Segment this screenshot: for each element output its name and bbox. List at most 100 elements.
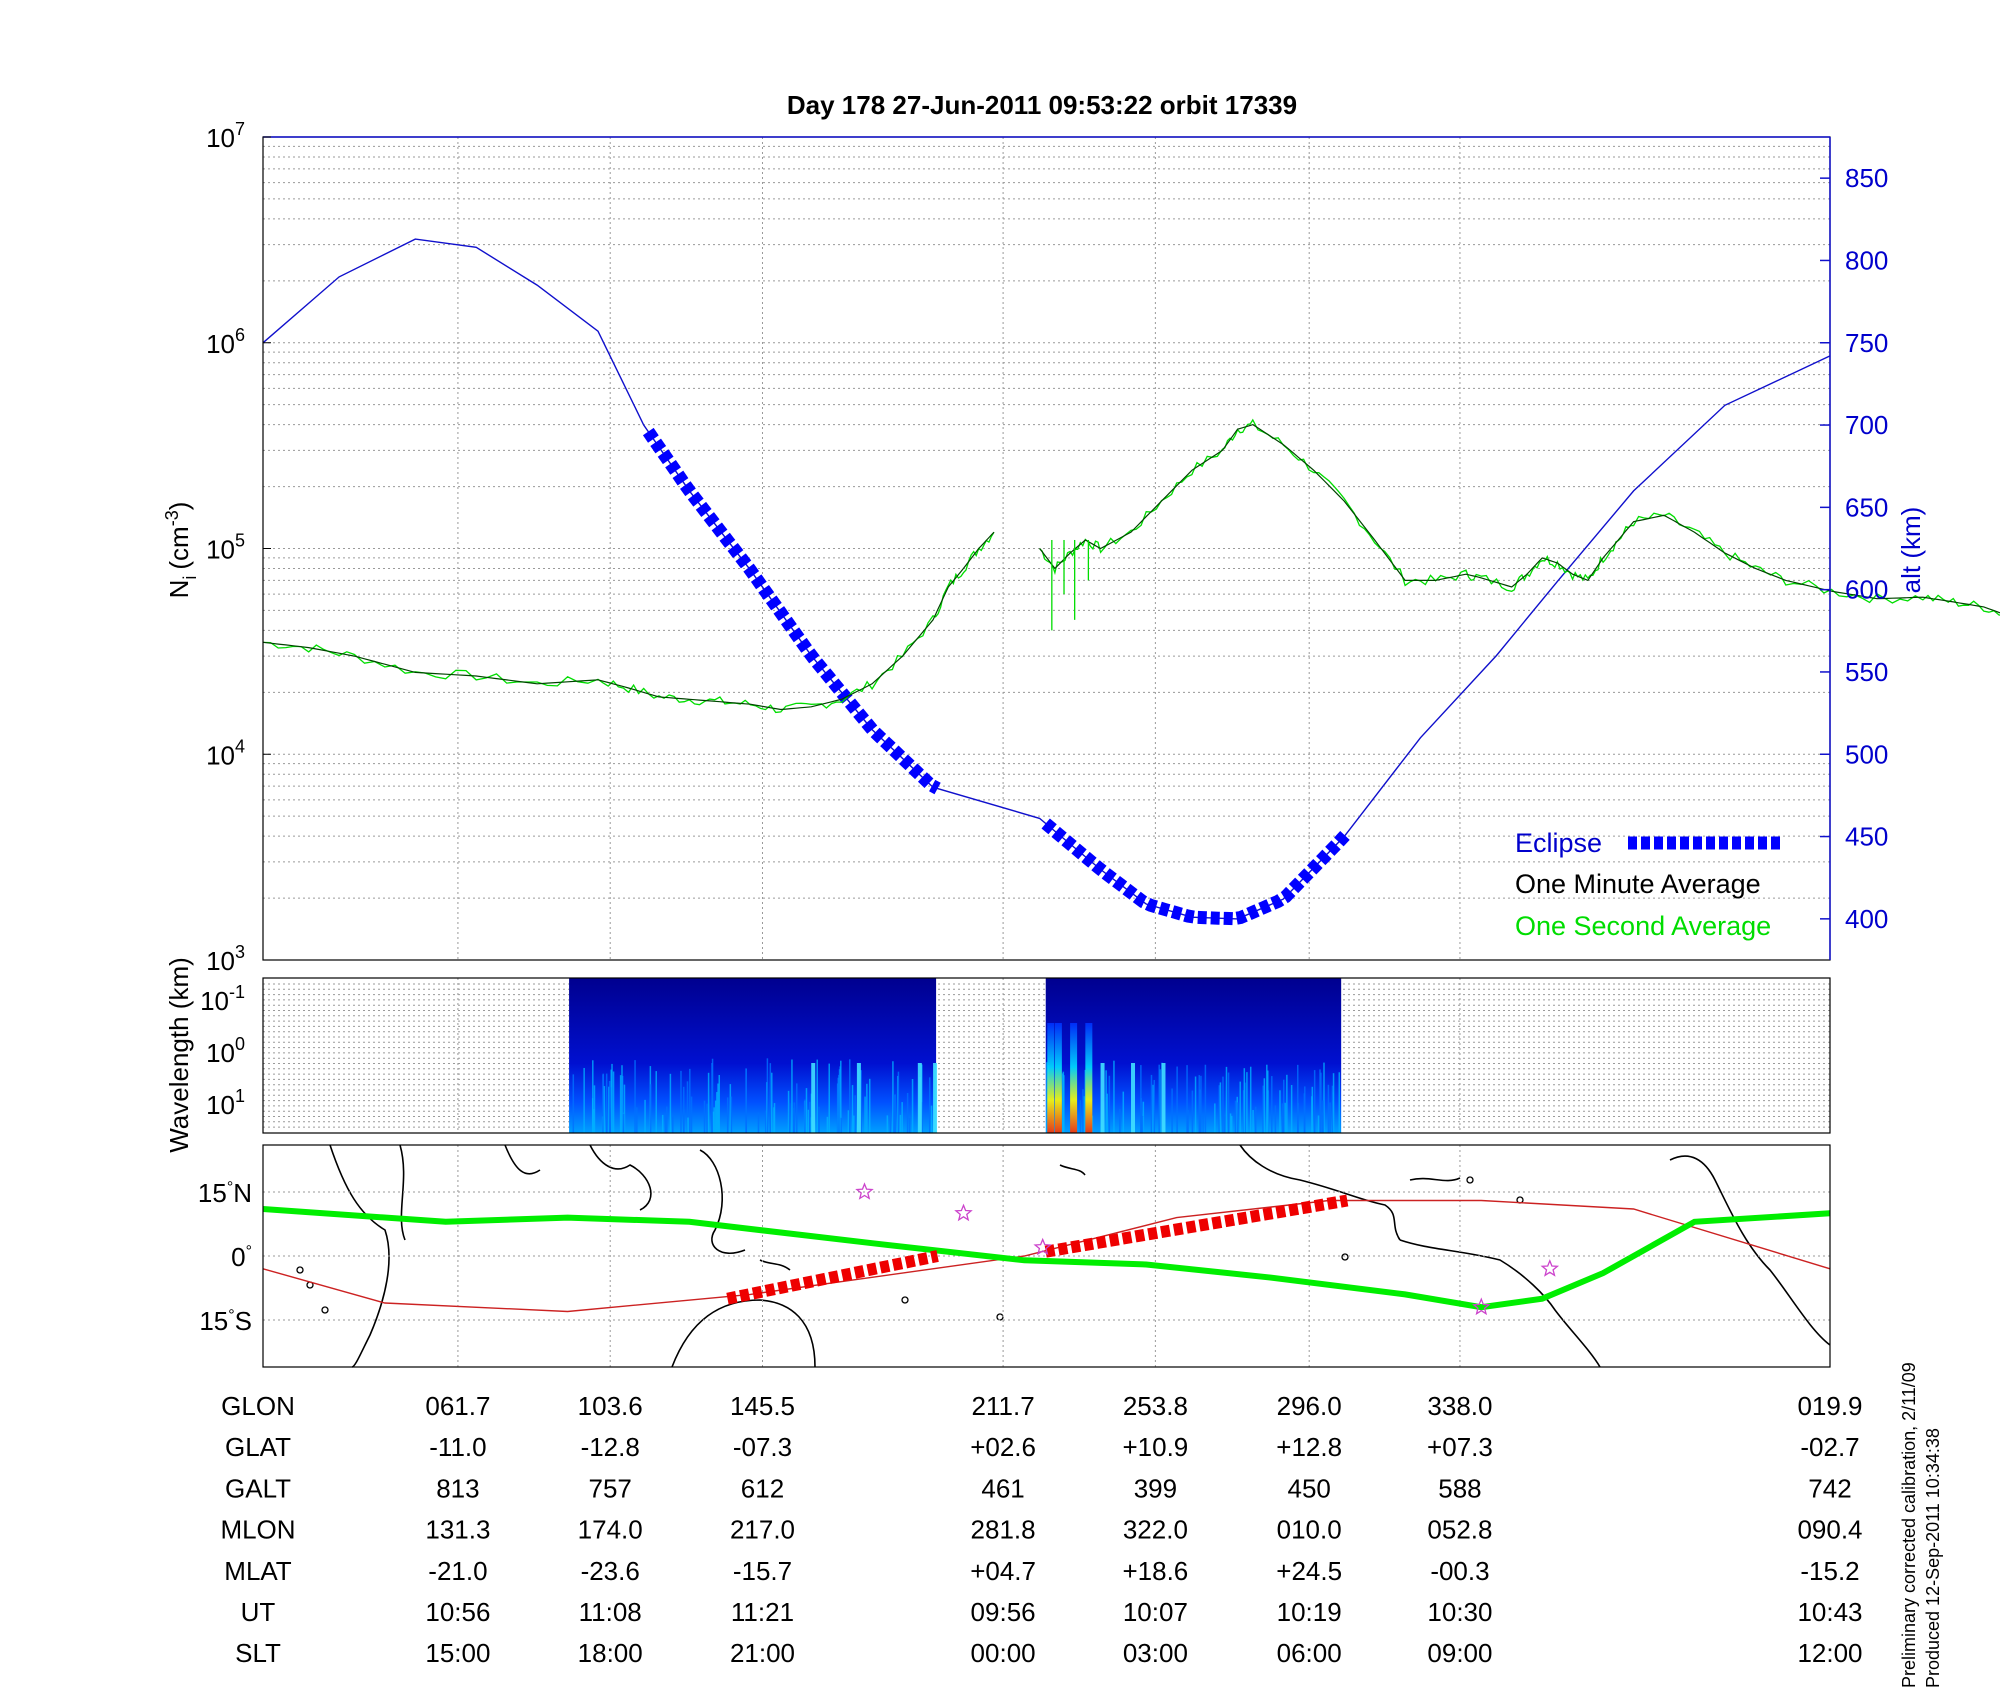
spectrogram-streak bbox=[730, 1096, 733, 1133]
spectrogram-streak bbox=[1091, 1115, 1094, 1133]
spectrogram-streak bbox=[889, 1115, 892, 1133]
spectrogram-streak bbox=[1122, 1091, 1125, 1133]
spectrogram-block bbox=[569, 978, 937, 1133]
spectrogram-streak bbox=[690, 1096, 693, 1133]
spectrogram-streak bbox=[713, 1107, 715, 1133]
spectrogram-streak bbox=[1271, 1076, 1273, 1133]
table-cell: 11:08 bbox=[579, 1597, 642, 1627]
spectrogram-streak bbox=[866, 1083, 868, 1133]
table-cell: 10:07 bbox=[1123, 1597, 1188, 1627]
table-cell: -23.6 bbox=[581, 1556, 640, 1586]
spectrogram-streak bbox=[718, 1074, 721, 1133]
spectrogram-streak bbox=[894, 1094, 897, 1133]
table-cell: 090.4 bbox=[1797, 1515, 1862, 1545]
spectrogram-streak bbox=[1224, 1116, 1226, 1133]
spectrogram-streak bbox=[1222, 1076, 1224, 1133]
spectrogram-streak bbox=[854, 1095, 856, 1133]
wavelength-panel: 10-1 100 101 Wavelength (km) bbox=[164, 957, 1831, 1153]
spectrogram-streak bbox=[592, 1060, 594, 1133]
spectrogram-streak bbox=[838, 1074, 840, 1133]
spectrogram-streak bbox=[771, 1072, 773, 1133]
map-tracks bbox=[262, 1182, 1831, 1316]
altitude-line bbox=[262, 238, 1831, 920]
spectrogram-streak bbox=[717, 1083, 719, 1133]
table-cell: 338.0 bbox=[1427, 1391, 1492, 1421]
spectrogram-streak bbox=[655, 1071, 657, 1133]
spectrogram-streak bbox=[930, 1105, 933, 1133]
spectrogram-streak bbox=[1234, 1100, 1237, 1133]
altitude-tick-label: 750 bbox=[1845, 328, 1888, 358]
latitude-tick-label: 15°N bbox=[198, 1178, 252, 1208]
spectrogram-streak bbox=[683, 1109, 685, 1133]
spectrogram-streak bbox=[623, 1084, 626, 1133]
density-yaxis-label: Ni(cm-3) bbox=[162, 502, 200, 599]
table-cell: +10.9 bbox=[1122, 1432, 1188, 1462]
altitude-tick-label: 800 bbox=[1845, 245, 1888, 275]
star-marker bbox=[855, 1182, 874, 1200]
spectrogram-streak bbox=[1105, 1070, 1107, 1133]
spectrogram-streak bbox=[687, 1117, 689, 1133]
spectrogram-streak bbox=[847, 1110, 850, 1133]
spectrogram-streak bbox=[1244, 1082, 1246, 1133]
spectrogram-streak bbox=[851, 1085, 854, 1133]
table-cell: 253.8 bbox=[1123, 1391, 1188, 1421]
spectrogram-streak bbox=[1187, 1109, 1189, 1133]
spectrogram-streak bbox=[804, 1099, 806, 1133]
altitude-yaxis-label: alt (km) bbox=[1896, 507, 1926, 594]
table-cell: 11:21 bbox=[731, 1597, 794, 1627]
coastline bbox=[1399, 1239, 1601, 1368]
spectrogram-streak bbox=[864, 1096, 866, 1133]
spectrogram-streak bbox=[791, 1059, 793, 1133]
spectrogram-streak bbox=[1266, 1064, 1268, 1133]
table-cell: 019.9 bbox=[1797, 1391, 1862, 1421]
table-cell: 174.0 bbox=[578, 1515, 643, 1545]
table-cell: 10:56 bbox=[425, 1597, 490, 1627]
spectrogram-band bbox=[1047, 1023, 1055, 1133]
table-cell: -21.0 bbox=[428, 1556, 487, 1586]
spectrogram-streak bbox=[828, 1063, 830, 1133]
spectrogram-streak bbox=[796, 1083, 798, 1133]
spectrogram-streak bbox=[897, 1071, 900, 1133]
table-cell: +04.7 bbox=[970, 1556, 1036, 1586]
spectrogram-streak bbox=[1274, 1105, 1277, 1133]
eclipse-track-segment bbox=[1044, 1194, 1349, 1258]
spectrogram-streak bbox=[1202, 1115, 1204, 1133]
spectrogram-streak bbox=[1313, 1070, 1316, 1133]
spectrogram-streak bbox=[793, 1102, 796, 1133]
table-row-label: GALT bbox=[225, 1473, 291, 1503]
spectrogram-streak bbox=[1319, 1069, 1321, 1133]
spectrogram-streak bbox=[792, 1108, 795, 1133]
spectrogram-streak bbox=[773, 1103, 776, 1133]
spectrogram-streak bbox=[849, 1059, 851, 1133]
one-minute-average-line bbox=[1039, 423, 2000, 614]
spectrogram-streak bbox=[1246, 1072, 1248, 1133]
star-marker bbox=[1472, 1297, 1491, 1316]
table-cell: -15.2 bbox=[1800, 1556, 1859, 1586]
altitude-tick-label: 700 bbox=[1845, 410, 1888, 440]
spectrogram-streak bbox=[1329, 1102, 1331, 1133]
spectrogram-band bbox=[1100, 1063, 1105, 1133]
spectrogram-streak bbox=[703, 1100, 706, 1133]
spectrogram-streak bbox=[818, 1106, 820, 1133]
legend-one-second-label: One Second Average bbox=[1515, 911, 1771, 941]
wavelength-spectrogram bbox=[569, 978, 1342, 1133]
table-cell: +02.6 bbox=[970, 1432, 1036, 1462]
ground-track-line bbox=[262, 1206, 1831, 1311]
table-cell: 15:00 bbox=[425, 1638, 490, 1668]
spectrogram-band bbox=[1161, 1063, 1166, 1133]
table-cell: 06:00 bbox=[1277, 1638, 1342, 1668]
spectrogram-streak bbox=[899, 1114, 902, 1133]
spectrogram-streak bbox=[886, 1115, 889, 1133]
wavelength-tick-label: 100 bbox=[206, 1034, 245, 1068]
spectrogram-streak bbox=[1267, 1070, 1269, 1133]
spectrogram-streak bbox=[606, 1112, 608, 1133]
spectrogram-streak bbox=[1198, 1075, 1201, 1133]
spectrogram-streak bbox=[1249, 1066, 1252, 1133]
spectrogram-band bbox=[1070, 1023, 1078, 1133]
spectrogram-streak bbox=[636, 1107, 638, 1133]
spectrogram-streak bbox=[1171, 1088, 1173, 1133]
table-cell: 12:00 bbox=[1797, 1638, 1862, 1668]
spectrogram-streak bbox=[1297, 1064, 1299, 1133]
spectrogram-streak bbox=[1286, 1074, 1288, 1133]
spectrogram-streak bbox=[609, 1087, 612, 1133]
